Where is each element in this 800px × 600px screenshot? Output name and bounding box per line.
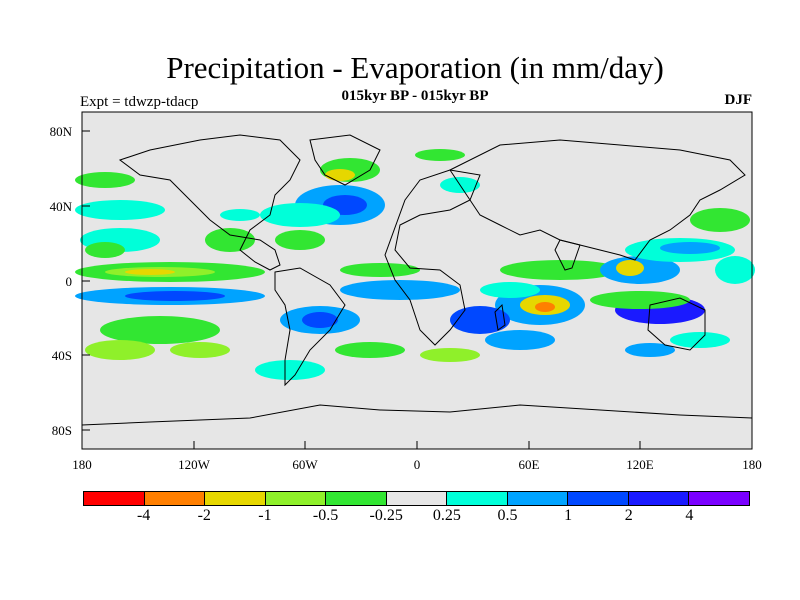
colorbar-label: -4 <box>136 507 151 524</box>
y-tick-label: 40S <box>51 348 72 363</box>
colorbar-label: 2 <box>624 507 633 524</box>
x-tick-label: 60E <box>518 457 540 472</box>
page-title: Precipitation - Evaporation (in mm/day) <box>166 50 664 85</box>
x-tick-label: 0 <box>413 457 421 472</box>
colorbar <box>83 491 750 506</box>
colorbar-swatch <box>447 492 508 505</box>
colorbar-label: -0.25 <box>369 507 403 524</box>
anomaly-field <box>75 149 755 380</box>
colorbar-label: -2 <box>197 507 211 524</box>
x-tick-label: 120E <box>626 457 654 472</box>
colorbar-swatch <box>326 492 387 505</box>
y-tick-label: 80S <box>51 423 72 438</box>
y-tick-label: 80N <box>49 124 72 139</box>
subtitle: 015kyr BP - 015kyr BP <box>341 88 489 104</box>
colorbar-label: 0.25 <box>432 507 461 524</box>
colorbar-swatch <box>507 492 569 505</box>
colorbar-swatch <box>205 492 266 505</box>
x-tick-label: 180 <box>72 457 92 472</box>
y-tick-marks <box>82 130 90 431</box>
coastlines <box>81 134 753 426</box>
colorbar-swatch <box>386 492 448 505</box>
experiment-label: Expt = tdwzp-tdacp <box>80 94 199 110</box>
colorbar-label: 0.5 <box>497 507 518 524</box>
season-label: DJF <box>724 92 753 108</box>
colorbar-label: -0.5 <box>312 507 339 524</box>
colorbar-swatch <box>265 492 327 505</box>
colorbar-label: -1 <box>258 507 272 524</box>
x-tick-label: 60W <box>292 457 318 472</box>
colorbar-swatch <box>628 492 690 505</box>
colorbar-swatch <box>144 492 206 505</box>
y-tick-label: 40N <box>49 199 72 214</box>
y-tick-label: 0 <box>65 274 73 289</box>
x-tick-label: 180 <box>742 457 762 472</box>
colorbar-label: 4 <box>685 507 694 524</box>
colorbar-label: 1 <box>564 507 573 524</box>
colorbar-swatch <box>84 492 145 505</box>
x-tick-label: 120W <box>178 457 210 472</box>
colorbar-swatch <box>689 492 750 505</box>
colorbar-swatch <box>568 492 629 505</box>
x-tick-marks <box>81 441 753 449</box>
